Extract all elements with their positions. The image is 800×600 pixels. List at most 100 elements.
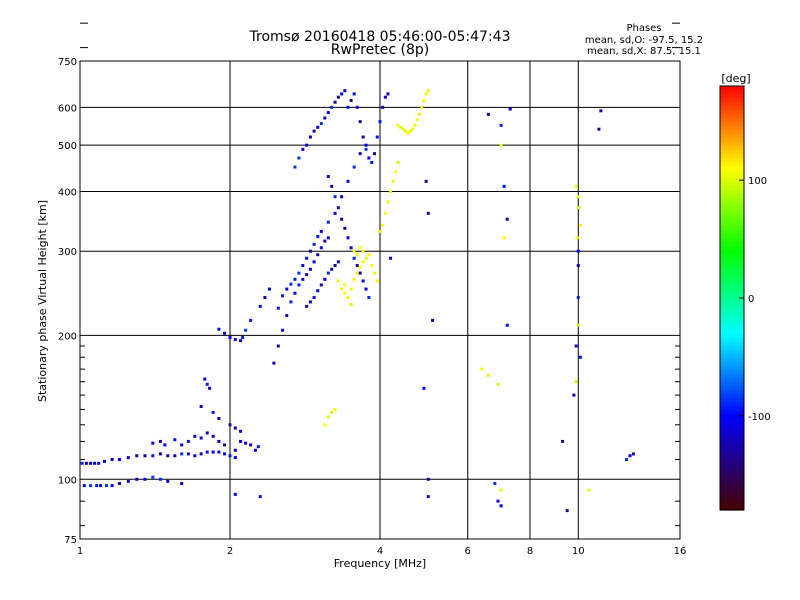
data-point xyxy=(316,253,320,257)
data-point xyxy=(628,454,632,458)
colorbar-band xyxy=(720,158,744,163)
data-point xyxy=(180,443,184,447)
data-point xyxy=(95,484,99,488)
x-tick-label: 4 xyxy=(377,546,383,557)
colorbar-band xyxy=(720,186,744,191)
colorbar-band xyxy=(720,430,744,435)
colorbar-band xyxy=(720,142,744,147)
x-tick-label: 16 xyxy=(674,546,687,557)
data-point xyxy=(326,415,330,419)
colorbar-band xyxy=(720,138,744,143)
data-point xyxy=(104,484,108,488)
data-point xyxy=(575,236,579,240)
colorbar-band xyxy=(720,418,744,423)
y-tick-label: 500 xyxy=(58,141,77,152)
data-point xyxy=(340,195,344,199)
data-point xyxy=(211,410,215,414)
data-point xyxy=(211,450,215,454)
plot-points xyxy=(80,89,635,513)
colorbar-band xyxy=(720,330,744,335)
data-point xyxy=(308,300,312,304)
data-point xyxy=(343,89,347,93)
data-point xyxy=(358,265,362,269)
data-point xyxy=(426,495,430,499)
data-point xyxy=(401,127,405,131)
colorbar-band xyxy=(720,346,744,351)
data-point xyxy=(625,457,629,461)
data-point xyxy=(340,217,344,221)
colorbar-band xyxy=(720,130,744,135)
data-point xyxy=(289,300,293,304)
colorbar-band xyxy=(720,194,744,199)
colorbar-band xyxy=(720,506,744,511)
data-point xyxy=(424,179,428,183)
y-tick-label: 600 xyxy=(58,103,77,114)
colorbar-band xyxy=(720,470,744,475)
colorbar-band xyxy=(720,394,744,399)
colorbar-band xyxy=(720,114,744,119)
data-point xyxy=(378,120,382,124)
colorbar-band xyxy=(720,318,744,323)
colorbar-band xyxy=(720,350,744,355)
data-point xyxy=(233,456,237,460)
data-point xyxy=(293,277,297,281)
data-point xyxy=(99,484,103,488)
colorbar-band xyxy=(720,458,744,463)
colorbar-band xyxy=(720,422,744,427)
data-point xyxy=(505,217,509,221)
data-point xyxy=(386,92,390,96)
colorbar-gradient xyxy=(720,86,744,511)
colorbar-band xyxy=(720,110,744,115)
data-point xyxy=(499,504,503,508)
colorbar-band xyxy=(720,198,744,203)
data-point xyxy=(223,331,227,335)
data-point xyxy=(244,328,248,332)
data-point xyxy=(84,461,88,465)
data-point xyxy=(394,170,398,174)
phases-x-stats: mean, sd,X: 87.5, 15.1 xyxy=(587,46,701,57)
data-point xyxy=(135,454,139,458)
colorbar-tick-label: 100 xyxy=(748,176,767,187)
colorbar-band xyxy=(720,246,744,251)
data-point xyxy=(364,256,368,260)
data-point xyxy=(373,152,377,156)
data-point xyxy=(126,456,130,460)
data-point xyxy=(323,423,327,427)
data-point xyxy=(323,239,327,243)
data-point xyxy=(163,443,167,447)
colorbar-band xyxy=(720,310,744,315)
data-point xyxy=(417,112,421,116)
data-point xyxy=(367,296,371,300)
data-point xyxy=(389,189,393,193)
data-point xyxy=(496,499,500,503)
colorbar-band xyxy=(720,442,744,447)
data-point xyxy=(574,344,578,348)
data-point xyxy=(312,296,316,300)
colorbar-band xyxy=(720,202,744,207)
y-axis-label: Stationary phase Virtual Height [km] xyxy=(36,200,49,402)
data-point xyxy=(180,452,184,456)
y-tick-label: 750 xyxy=(58,57,77,68)
data-point xyxy=(358,246,362,250)
data-point xyxy=(499,123,503,127)
colorbar-band xyxy=(720,286,744,291)
colorbar-band xyxy=(720,90,744,95)
data-point xyxy=(223,443,227,447)
colorbar-band xyxy=(720,230,744,235)
data-point xyxy=(578,355,582,359)
data-point xyxy=(93,461,97,465)
data-point xyxy=(352,165,356,169)
data-point xyxy=(305,256,309,260)
data-point xyxy=(574,184,578,188)
data-point xyxy=(143,454,147,458)
data-point xyxy=(505,323,509,327)
y-tick-label: 300 xyxy=(58,247,77,258)
data-point xyxy=(203,377,207,381)
x-tick-label: 1 xyxy=(77,546,83,557)
data-point xyxy=(431,318,435,322)
colorbar-band xyxy=(720,410,744,415)
colorbar-band xyxy=(720,390,744,395)
data-point xyxy=(241,335,245,339)
data-point xyxy=(316,235,320,239)
data-point xyxy=(340,92,344,96)
